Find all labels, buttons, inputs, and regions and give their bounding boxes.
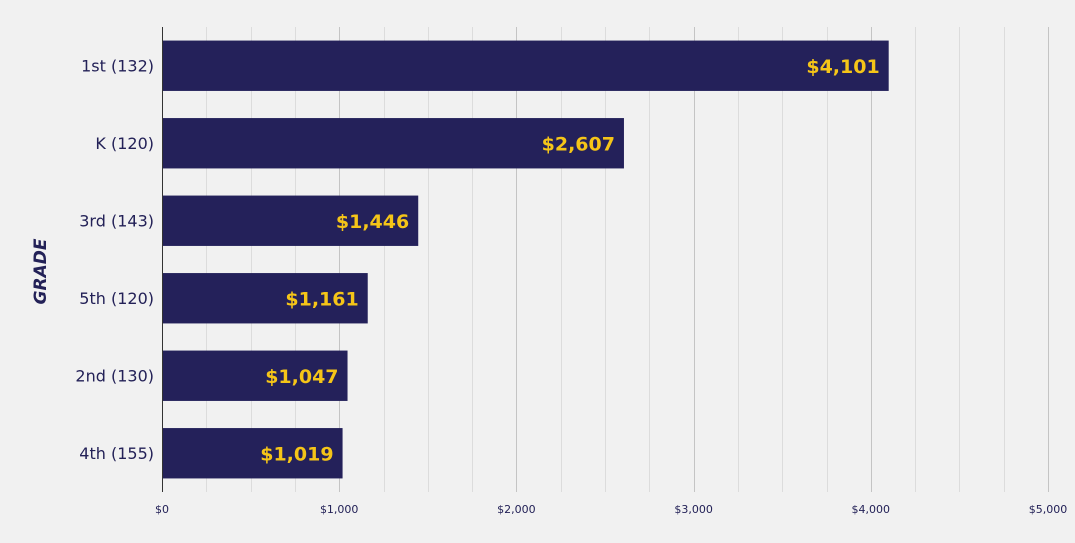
bars-layer	[162, 40, 889, 479]
grid-layer	[206, 27, 1049, 492]
data-label: $1,446	[336, 211, 409, 233]
bar	[162, 428, 343, 479]
y-tick-label: 4th (155)	[79, 444, 154, 463]
data-label: $1,161	[285, 288, 358, 310]
bar	[162, 118, 624, 169]
x-tick-labels: $0 $1,000 $2,000 $3,000 $4,000 $5,000	[155, 503, 1067, 516]
data-label: $1,047	[265, 366, 338, 388]
data-labels: $4,101 $2,607 $1,446 $1,161 $1,047 $1,019	[260, 56, 879, 466]
bar	[162, 273, 368, 324]
y-axis-title: GRADE	[31, 238, 51, 304]
data-label: $4,101	[806, 56, 879, 78]
data-label: $2,607	[542, 133, 615, 155]
y-tick-labels: 1st (132) K (120) 3rd (143) 5th (120) 2nd (1…	[75, 56, 154, 463]
data-label: $1,019	[260, 443, 333, 465]
x-tick-label: $0	[155, 503, 169, 516]
bar	[162, 195, 419, 246]
y-tick-label: 1st (132)	[81, 56, 154, 75]
x-tick-label: $2,000	[497, 503, 536, 516]
y-tick-label: K (120)	[95, 134, 154, 153]
x-tick-label: $3,000	[674, 503, 713, 516]
y-tick-label: 5th (120)	[79, 289, 154, 308]
bar	[162, 40, 889, 91]
bar	[162, 350, 348, 401]
x-tick-label: $1,000	[320, 503, 359, 516]
x-tick-label: $4,000	[852, 503, 891, 516]
y-tick-label: 3rd (143)	[79, 211, 154, 230]
y-tick-label: 2nd (130)	[75, 366, 154, 385]
x-tick-label: $5,000	[1029, 503, 1068, 516]
